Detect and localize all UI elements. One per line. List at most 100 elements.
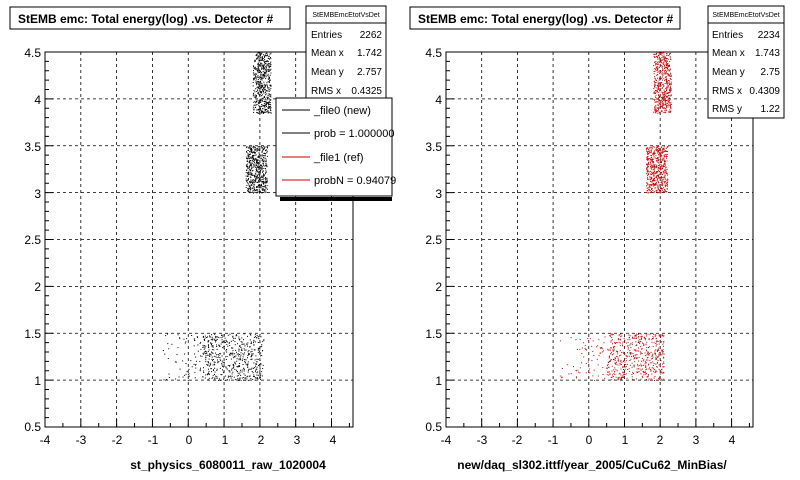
right-scatter-point [653, 179, 655, 181]
right-scatter-point [670, 95, 672, 97]
right-scatter-point [640, 378, 642, 380]
left-scatter-point [267, 69, 269, 71]
right-scatter-point [659, 97, 661, 98]
right-scatter-point [670, 90, 672, 92]
right-scatter-point [635, 337, 637, 339]
left-scatter-point [253, 339, 255, 341]
left-scatter-point [260, 75, 262, 76]
left-scatter-point [270, 108, 271, 110]
left-scatter-point [253, 90, 255, 91]
left-scatter-point [212, 338, 214, 340]
left-scatter-point [256, 175, 258, 177]
left-scatter-point [241, 348, 243, 350]
right-scatter-point [663, 94, 665, 96]
right-scatter-point [662, 102, 663, 104]
right-scatter-point [659, 72, 661, 74]
left-scatter-point [262, 85, 264, 87]
right-scatter-point [666, 59, 668, 61]
right-scatter-point [615, 363, 616, 365]
left-scatter-point [267, 57, 269, 59]
left-scatter-point [247, 363, 249, 365]
left-scatter-point [245, 172, 247, 173]
right-scatter-point [643, 359, 645, 361]
right-scatter-point [666, 66, 668, 68]
right-scatter-point [652, 178, 654, 180]
left-scatter-point [208, 365, 210, 367]
left-scatter-point [258, 180, 260, 181]
left-scatter-point [256, 159, 258, 161]
left-scatter-point [260, 186, 262, 188]
right-scatter-point [661, 82, 662, 84]
left-scatter-point [229, 375, 231, 377]
right-scatter-point [657, 104, 659, 106]
left-scatter-point [266, 178, 268, 180]
right-scatter-point [657, 101, 659, 103]
right-scatter-point [594, 379, 596, 381]
left-scatter-point [261, 110, 263, 112]
right-scatter-point [649, 190, 651, 192]
left-scatter-point [223, 361, 225, 363]
right-scatter-point [660, 354, 662, 356]
right-scatter-point [661, 54, 663, 56]
left-scatter-point [232, 364, 234, 366]
right-scatter-point [665, 155, 667, 157]
left-scatter-point [259, 161, 261, 163]
left-scatter-point [262, 189, 263, 191]
left-scatter-point [203, 345, 205, 347]
right-scatter-point [655, 101, 657, 103]
left-scatter-point [236, 379, 238, 381]
left-scatter-point [260, 91, 262, 92]
right-scatter-point [636, 344, 638, 346]
left-scatter-point [256, 162, 258, 164]
left-scatter-point [209, 353, 211, 355]
right-scatter-point [648, 171, 650, 172]
right-scatter-point [667, 75, 669, 77]
right-scatter-point [663, 104, 665, 106]
right-scatter-point [656, 358, 658, 360]
left-scatter-point [213, 361, 215, 363]
right-stats-label: Mean y [712, 67, 745, 78]
left-scatter-point [212, 360, 213, 362]
left-scatter-point [251, 348, 253, 350]
left-scatter-point [263, 164, 265, 166]
right-scatter-point [650, 163, 652, 165]
right-scatter-point [658, 165, 660, 166]
left-scatter-point [270, 105, 271, 107]
left-scatter-point [250, 356, 252, 358]
left-scatter-point [253, 336, 255, 338]
right-scatter-point [660, 156, 662, 158]
right-scatter-point [625, 373, 627, 375]
left-scatter-point [191, 335, 193, 336]
left-scatter-point [236, 353, 238, 355]
left-scatter-point [252, 106, 254, 108]
right-scatter-point [585, 349, 587, 350]
right-scatter-point [653, 180, 655, 182]
right-scatter-point [666, 90, 667, 91]
left-scatter-point [261, 341, 263, 343]
left-scatter-point [219, 360, 221, 362]
left-scatter-point [236, 375, 238, 377]
left-scatter-point [230, 375, 232, 377]
left-scatter-point [254, 91, 256, 93]
left-scatter-point [257, 71, 259, 73]
right-scatter-point [633, 366, 635, 368]
left-scatter-point [260, 180, 262, 182]
left-scatter-point [252, 169, 254, 171]
left-scatter-point [249, 148, 251, 150]
left-scatter-point [259, 157, 261, 159]
right-scatter-point [656, 146, 658, 148]
left-stats-value: 2262 [360, 30, 383, 41]
right-scatter-point [658, 148, 660, 149]
right-scatter-point [656, 191, 658, 193]
right-stats-value: 0.4309 [749, 86, 780, 97]
left-scatter-point [255, 189, 257, 191]
right-scatter-point [625, 366, 627, 368]
left-x-tick-label: 4 [330, 433, 337, 447]
left-scatter-point [168, 348, 170, 350]
left-scatter-point [246, 376, 248, 378]
right-scatter-point [609, 360, 611, 362]
left-scatter-point [261, 180, 263, 182]
right-scatter-point [618, 339, 620, 341]
left-scatter-point [263, 87, 264, 89]
left-scatter-point [257, 374, 259, 376]
